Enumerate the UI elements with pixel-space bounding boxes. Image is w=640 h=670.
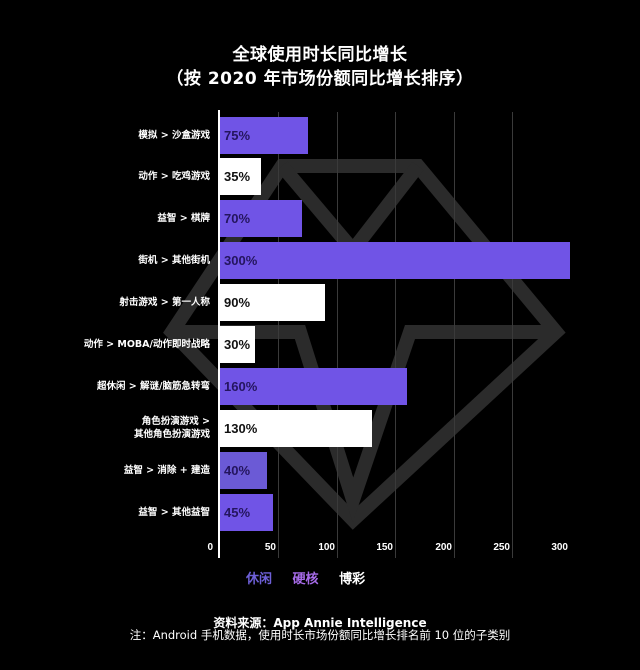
bar-value-label: 45% bbox=[224, 505, 251, 520]
category-label: 动作 > MOBA/动作即时战略 bbox=[10, 338, 210, 351]
legend-item-casual: 休闲 bbox=[246, 572, 273, 587]
gridline bbox=[337, 112, 338, 558]
bar-value-label: 160% bbox=[224, 379, 258, 394]
bar-core: 70% bbox=[220, 200, 302, 237]
bar-value-label: 130% bbox=[224, 421, 258, 436]
legend-item-core: 硬核 bbox=[292, 572, 319, 587]
bar-value-label: 75% bbox=[224, 128, 251, 143]
x-tick-label: 150 bbox=[376, 542, 393, 553]
category-label-line1: 街机 > 其他街机 bbox=[138, 255, 210, 266]
footnote-text: 注：Android 手机数据，使用时长市场份额同比增长排名前 10 位的子类别 bbox=[129, 628, 511, 642]
source-text: 资料来源：App Annie Intelligence bbox=[213, 616, 427, 630]
bar-casino: 90% bbox=[220, 284, 325, 321]
bar-value-label: 70% bbox=[224, 211, 251, 226]
category-label: 模拟 > 沙盒游戏 bbox=[10, 129, 210, 142]
category-label: 街机 > 其他街机 bbox=[10, 254, 210, 267]
category-label-line1: 益智 > 消除 + 建造 bbox=[123, 465, 210, 476]
category-label: 益智 > 其他益智 bbox=[10, 506, 210, 519]
bar-core: 45% bbox=[220, 494, 273, 531]
bar-value-label: 300% bbox=[224, 253, 258, 268]
category-label: 超休闲 > 解谜/脑筋急转弯 bbox=[10, 380, 210, 393]
gridline bbox=[454, 112, 455, 558]
legend: 休闲 硬核 博彩 bbox=[246, 568, 381, 587]
bar-casual: 40% bbox=[220, 452, 267, 489]
category-label-line1: 射击游戏 > 第一人称 bbox=[119, 297, 210, 308]
category-label-line1: 益智 > 其他益智 bbox=[138, 507, 210, 518]
x-tick-label: 200 bbox=[435, 542, 452, 553]
category-label-line1: 动作 > 吃鸡游戏 bbox=[138, 171, 210, 182]
gridline bbox=[512, 112, 513, 558]
category-label: 益智 > 消除 + 建造 bbox=[10, 464, 210, 477]
x-tick-label: 300 bbox=[551, 542, 568, 553]
category-label: 动作 > 吃鸡游戏 bbox=[10, 170, 210, 183]
bar-core: 75% bbox=[220, 117, 308, 154]
chart-title: 全球使用时长同比增长 bbox=[232, 45, 408, 65]
chart-subtitle: （按 2020 年市场份额同比增长排序） bbox=[166, 69, 474, 89]
x-tick-label: 250 bbox=[493, 542, 510, 553]
legend-item-casino: 博彩 bbox=[339, 572, 366, 587]
bar-value-label: 90% bbox=[224, 295, 251, 310]
category-label-line1: 角色扮演游戏 > bbox=[141, 416, 210, 427]
x-tick-label: 0 bbox=[207, 542, 213, 553]
gridline bbox=[395, 112, 396, 558]
bar-value-label: 30% bbox=[224, 337, 251, 352]
x-tick-label: 50 bbox=[264, 542, 276, 553]
category-label-line1: 超休闲 > 解谜/脑筋急转弯 bbox=[96, 381, 210, 392]
category-label-line1: 益智 > 棋牌 bbox=[157, 213, 210, 224]
category-label: 角色扮演游戏 > 其他角色扮演游戏 bbox=[10, 415, 210, 441]
x-tick-label: 100 bbox=[318, 542, 335, 553]
category-label-line1: 模拟 > 沙盒游戏 bbox=[138, 130, 210, 141]
bar-core: 300% bbox=[220, 242, 570, 279]
bar-core: 160% bbox=[220, 368, 407, 405]
category-label: 射击游戏 > 第一人称 bbox=[10, 296, 210, 309]
bar-casino: 130% bbox=[220, 410, 372, 447]
category-label-line1: 动作 > MOBA/动作即时战略 bbox=[83, 339, 210, 350]
category-label: 益智 > 棋牌 bbox=[10, 212, 210, 225]
gridline bbox=[278, 112, 279, 558]
y-axis-line bbox=[218, 110, 220, 558]
bar-value-label: 35% bbox=[224, 169, 251, 184]
bar-casino: 30% bbox=[220, 326, 255, 363]
bar-value-label: 40% bbox=[224, 463, 251, 478]
category-label-line2: 其他角色扮演游戏 bbox=[133, 429, 210, 440]
bar-casino: 35% bbox=[220, 158, 261, 195]
